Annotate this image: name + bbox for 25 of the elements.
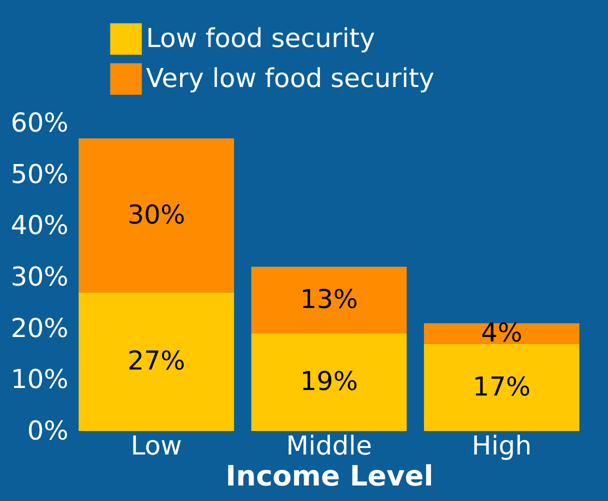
data-label: 4% xyxy=(481,318,522,348)
legend-label: Low food security xyxy=(146,24,376,54)
data-label: 27% xyxy=(127,346,186,377)
y-tick-label: 20% xyxy=(10,314,68,344)
y-tick-label: 60% xyxy=(10,108,68,138)
y-tick-label: 0% xyxy=(27,416,68,446)
bar xyxy=(78,292,234,431)
bar xyxy=(424,323,580,344)
data-label: 30% xyxy=(127,200,186,230)
bar xyxy=(251,333,407,431)
y-tick-label: 30% xyxy=(10,262,68,292)
x-tick-label: Middle xyxy=(286,432,372,462)
x-tick-label: High xyxy=(472,432,532,462)
bar xyxy=(424,344,580,431)
bar xyxy=(251,266,407,334)
y-tick-label: 50% xyxy=(10,160,68,190)
legend-label: Very low food security xyxy=(146,64,434,94)
y-tick-label: 40% xyxy=(10,211,68,242)
x-tick-label: Low xyxy=(130,432,182,462)
data-label: 19% xyxy=(300,367,358,398)
data-label: 17% xyxy=(472,372,531,402)
y-tick-label: 10% xyxy=(10,365,68,396)
data-label: 13% xyxy=(300,285,358,316)
bar xyxy=(78,138,234,292)
x-axis-title: Income Level xyxy=(226,460,434,492)
